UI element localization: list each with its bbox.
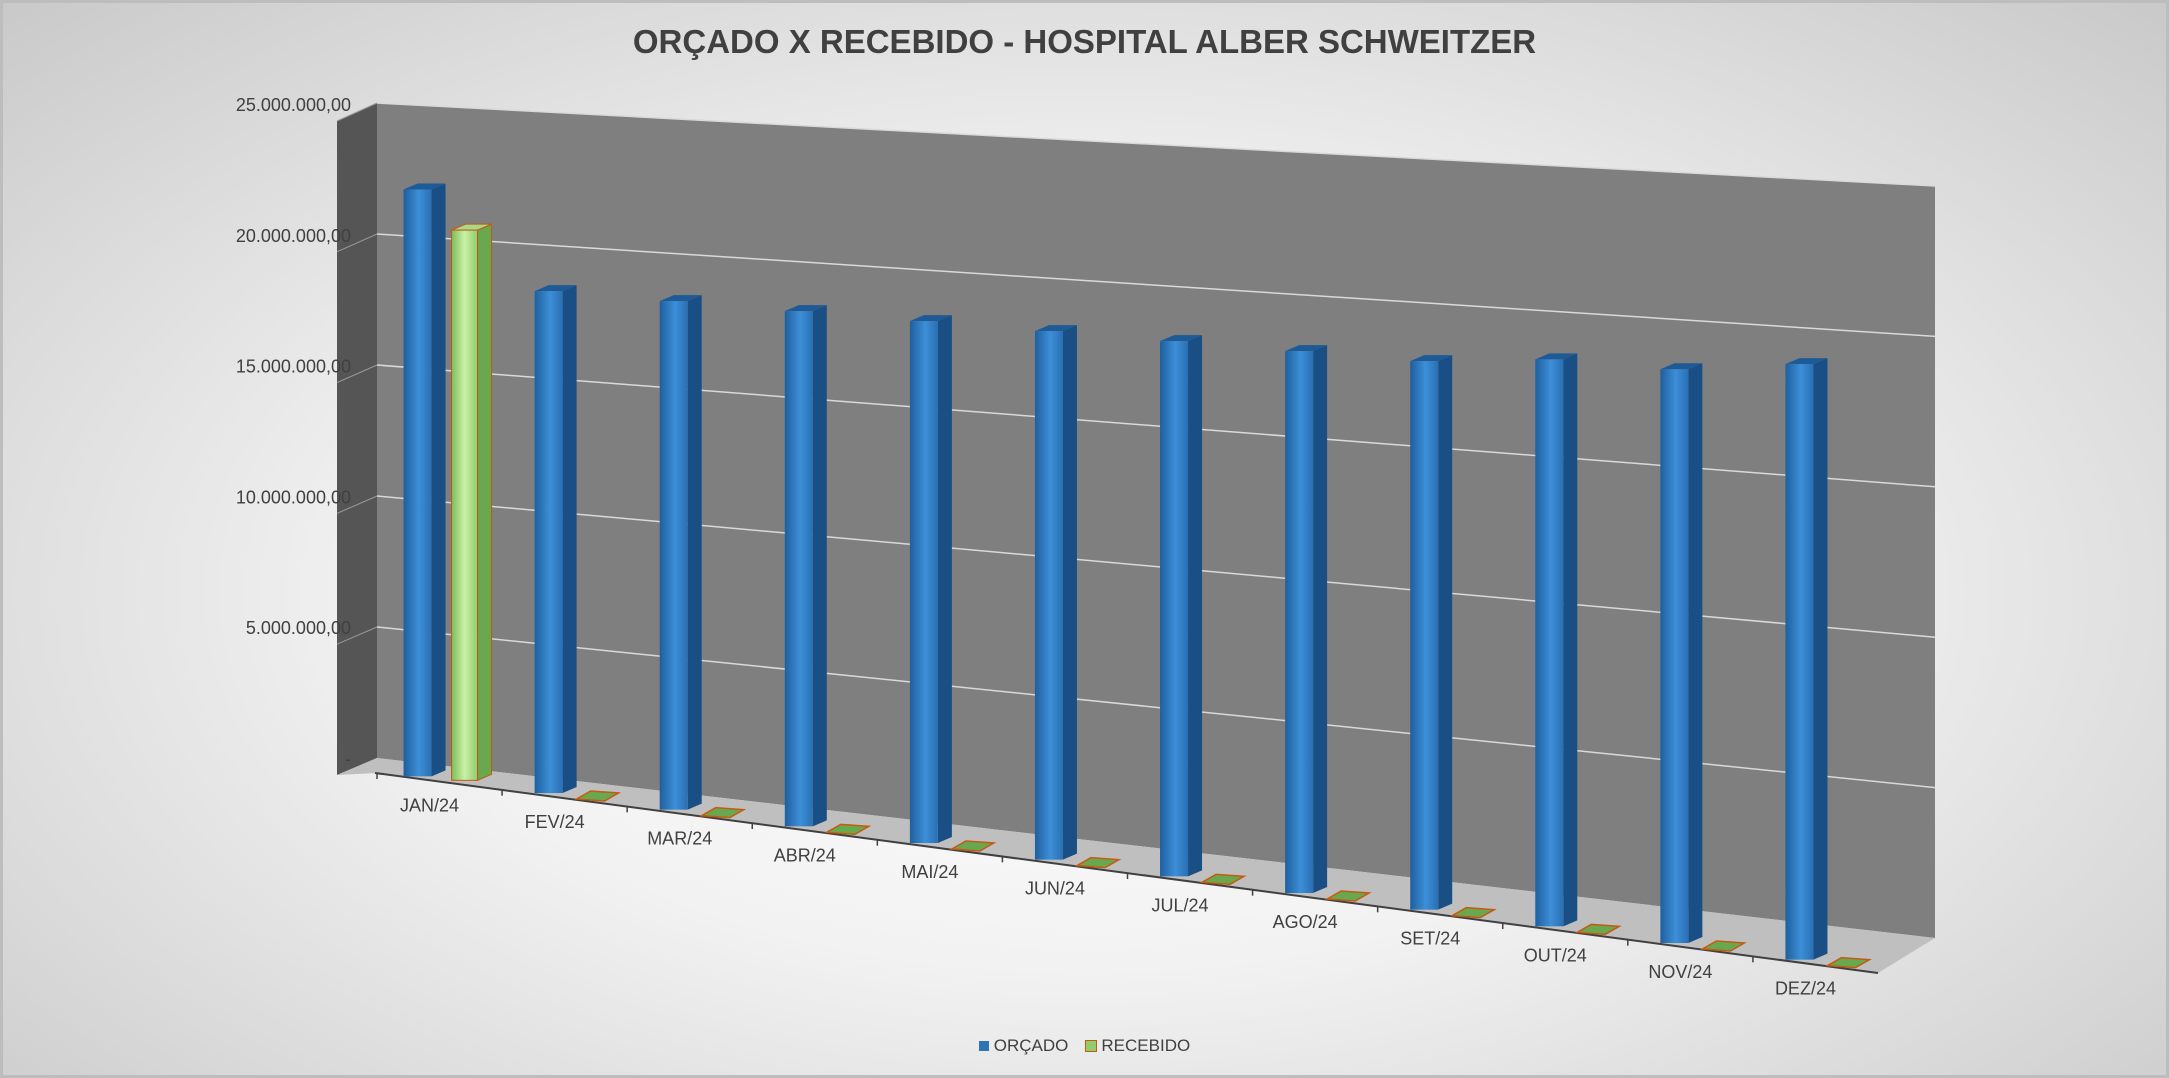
bar-orcado-side	[1438, 355, 1453, 910]
bar-orcado	[1160, 341, 1189, 877]
bar-orcado-top	[534, 285, 577, 292]
bar-orcado	[1285, 351, 1314, 893]
gridline	[376, 233, 1936, 338]
chart-plot: - 5.000.000,00 10.000.000,00 15.000.000,00 2…	[236, 95, 1936, 999]
legend-item-orcado: ORÇADO	[978, 1036, 1069, 1056]
legend: ORÇADO RECEBIDO	[3, 1036, 2166, 1056]
bar-orcado-side	[1563, 353, 1578, 927]
x-tick-label: JUN/24	[1025, 879, 1085, 899]
bar-recebido	[1699, 940, 1747, 952]
bar-orcado-top	[1034, 325, 1077, 332]
bar-orcado-side	[1313, 345, 1328, 893]
side-wall	[337, 103, 377, 775]
side-gridline	[336, 626, 378, 645]
bar-orcado-top	[1285, 345, 1328, 352]
bar-orcado	[403, 189, 432, 777]
bar-orcado-side	[812, 305, 827, 827]
y-tick-label: 20.000.000,00	[236, 226, 351, 246]
y-tick-label: 5.000.000,00	[246, 618, 351, 638]
side-gridline	[336, 233, 378, 253]
bar-orcado-top	[1535, 353, 1578, 360]
bar-orcado-side	[431, 183, 446, 777]
bar-orcado-top	[403, 183, 446, 190]
legend-swatch-recebido	[1085, 1040, 1098, 1052]
bar-orcado	[1410, 361, 1439, 910]
legend-label-recebido: RECEBIDO	[1101, 1036, 1191, 1055]
bar-recebido	[699, 806, 747, 819]
bar-orcado-top	[659, 295, 702, 302]
bar-orcado-side	[562, 285, 577, 793]
bar-recebido	[1199, 873, 1247, 886]
bar-orcado-side	[937, 315, 952, 843]
x-tick-label: OUT/24	[1524, 945, 1587, 965]
x-tick-label: AGO/24	[1273, 912, 1338, 932]
bar-orcado-top	[784, 305, 827, 312]
bar-orcado-top	[909, 315, 952, 322]
bar-recebido	[1449, 906, 1497, 919]
bar-orcado	[1785, 364, 1814, 960]
bar-recebido	[574, 790, 622, 802]
bar-orcado	[659, 301, 688, 810]
x-tick-label: SET/24	[1400, 929, 1460, 949]
bar-orcado-top	[1410, 355, 1453, 362]
bar-orcado-side	[1813, 358, 1828, 960]
x-tick-label: MAI/24	[901, 862, 958, 882]
bar-recebido	[451, 229, 479, 781]
y-tick-label: 10.000.000,00	[236, 487, 351, 507]
side-gridline	[336, 364, 378, 384]
x-tick-label: JAN/24	[400, 795, 459, 815]
x-tick-label: NOV/24	[1648, 962, 1712, 982]
legend-item-recebido: RECEBIDO	[1085, 1036, 1191, 1056]
x-tick-label: JUL/24	[1152, 895, 1209, 915]
bar-orcado-top	[1660, 363, 1703, 370]
x-tick-label: DEZ/24	[1775, 979, 1836, 999]
bar-orcado-top	[1160, 335, 1203, 342]
side-gridline	[336, 495, 378, 514]
bar-recebido	[1574, 923, 1622, 936]
bar-orcado	[1535, 359, 1564, 927]
y-tick-label: -	[345, 749, 351, 769]
bar-orcado	[1660, 369, 1689, 943]
legend-label-orcado: ORÇADO	[993, 1036, 1069, 1055]
bar-orcado-side	[687, 295, 702, 810]
y-tick-label: 15.000.000,00	[236, 357, 351, 377]
legend-swatch-orcado	[978, 1041, 989, 1051]
x-tick-label: ABR/24	[774, 845, 836, 865]
x-tick-label: MAR/24	[647, 829, 712, 849]
gridline	[376, 102, 1936, 187]
bar-orcado-top	[1785, 358, 1828, 365]
x-axis-ticks: JAN/24 FEV/24 MAR/24 ABR/24 MAI/24 JUN/24 JUL/…	[376, 773, 1836, 999]
bar-recebido	[1074, 856, 1122, 869]
bar-recebido	[949, 840, 997, 852]
bar-orcado	[1034, 331, 1063, 860]
bar-orcado	[784, 311, 813, 827]
bar-orcado	[534, 291, 563, 793]
chart-title: ORÇADO X RECEBIDO - HOSPITAL ALBER SCHWE…	[632, 23, 1537, 60]
y-tick-label: 25.000.000,00	[236, 95, 351, 115]
bar-recebido-side	[477, 223, 493, 782]
bar-orcado-side	[1188, 335, 1203, 877]
bar-orcado	[909, 321, 938, 843]
bar-recebido	[824, 823, 872, 836]
bar-orcado-side	[1688, 363, 1703, 943]
x-tick-label: FEV/24	[525, 812, 585, 832]
side-gridline	[336, 102, 378, 122]
bar-recebido	[1824, 956, 1872, 969]
y-axis-ticks: - 5.000.000,00 10.000.000,00 15.000.000,00 2…	[236, 95, 351, 769]
bars	[403, 183, 1872, 969]
bar-orcado-side	[1062, 325, 1077, 860]
bar-recebido	[1324, 890, 1372, 902]
